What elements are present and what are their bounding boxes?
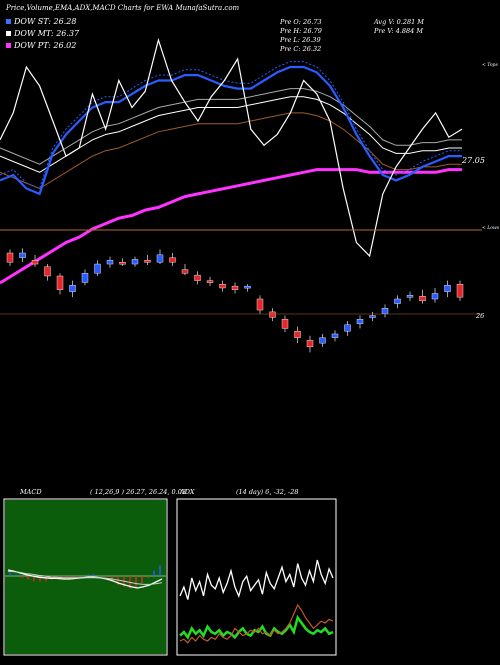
candle-body <box>231 285 239 290</box>
macd-negative-area <box>5 576 166 654</box>
ema-price-chart <box>0 37 463 285</box>
adx-di-minus-line <box>179 614 334 640</box>
candle-body <box>431 293 439 300</box>
candle-body <box>244 285 251 289</box>
legend-swatch-mt <box>6 31 11 36</box>
candle-body <box>394 298 401 304</box>
candle-body <box>356 319 364 325</box>
adx-panel <box>176 498 337 656</box>
legend-swatch-st <box>6 19 11 24</box>
candle-body <box>319 337 326 344</box>
candle-body <box>31 260 39 265</box>
ema-lt-line <box>0 112 462 190</box>
legend-label-mt: DOW MT: 26.37 <box>13 29 80 38</box>
candle-body <box>6 252 14 263</box>
adx-params: (14 day) 6, -32, -28 <box>236 488 299 496</box>
candle-body <box>344 324 351 332</box>
candlestick-chart <box>6 248 464 353</box>
candle-body <box>144 260 151 263</box>
candle-body <box>131 259 139 265</box>
legend-swatch-pt <box>6 43 11 48</box>
adx-di-plus-line <box>179 559 334 600</box>
legend-label-st: DOW ST: 26.28 <box>13 17 76 26</box>
ema-mt-line <box>0 96 462 173</box>
candle-level-label: 26 <box>475 312 484 320</box>
stat-low: Pre L: 26.39 <box>279 36 321 44</box>
chart-title: Price,Volume,EMA,ADX,MACD Charts for EWA… <box>5 4 240 12</box>
candle-body <box>169 257 176 263</box>
candle-body <box>81 273 89 283</box>
stat-close: Pre C: 26.32 <box>279 45 321 53</box>
ema-mt-upper-line <box>0 88 462 165</box>
candle-body <box>256 298 264 311</box>
macd-params: ( 12,26,9 ) 26.27, 26.24, 0.03 <box>90 488 186 496</box>
candle-body <box>269 311 276 318</box>
tops-label: < Tops <box>482 62 498 68</box>
candle-body <box>444 285 451 292</box>
adx-line <box>179 603 334 644</box>
adx-label: ADX <box>179 488 195 496</box>
price-line <box>0 37 463 258</box>
stat-avg-volume: Avg V: 0.281 M <box>373 18 424 26</box>
candle-body <box>419 296 426 302</box>
candle-body <box>69 285 76 292</box>
candle-body <box>106 260 114 265</box>
candle-body <box>306 340 314 348</box>
candle-body <box>181 269 189 274</box>
candle-body <box>194 274 201 281</box>
macd-signal-line <box>7 570 163 585</box>
stat-prev-volume: Pre V: 4.884 M <box>373 27 423 35</box>
candle-body <box>456 284 464 298</box>
candle-body <box>219 284 226 289</box>
candle-body <box>56 275 64 291</box>
candle-body <box>156 254 164 263</box>
ema-st-dotted-line <box>0 61 462 190</box>
level-label: 27.05 <box>461 156 485 165</box>
stat-open: Pre O: 26.73 <box>279 18 322 26</box>
candle-body <box>119 262 126 265</box>
ema-pt-line <box>0 168 462 285</box>
macd-positive-area <box>5 500 166 576</box>
macd-label: MACD <box>19 488 42 496</box>
candle-body <box>206 280 214 283</box>
candle-body <box>19 252 26 258</box>
lows-label: < Lows <box>482 225 500 231</box>
candle-body <box>281 319 289 329</box>
candle-body <box>381 308 389 314</box>
ema-st-line <box>0 65 462 196</box>
macd-plot <box>5 500 166 654</box>
legend-label-pt: DOW PT: 26.02 <box>13 41 76 50</box>
candle-body <box>369 315 376 318</box>
candle-body <box>94 263 101 274</box>
candle-body <box>294 331 301 338</box>
stat-high: Pre H: 26.79 <box>279 27 322 35</box>
adx-plot <box>179 559 334 644</box>
candle-body <box>406 295 414 298</box>
candle-body <box>44 266 51 277</box>
candle-body <box>331 333 339 338</box>
